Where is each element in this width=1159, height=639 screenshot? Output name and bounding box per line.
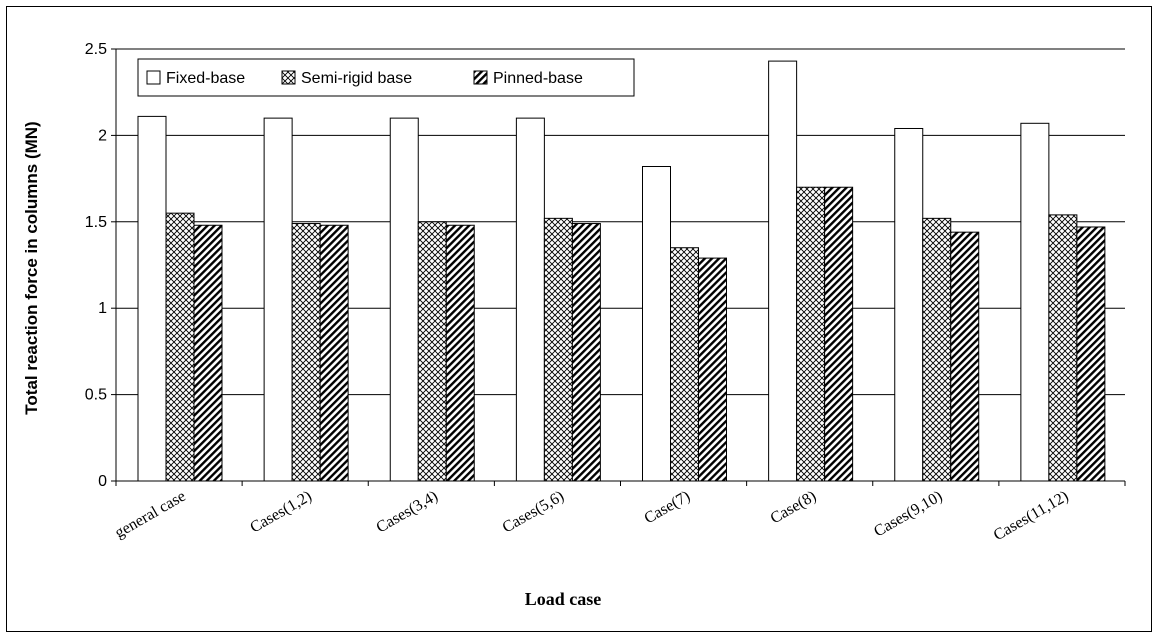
legend: Fixed-base Semi-rigid base Pinned-base: [137, 58, 635, 97]
bar-pinned-base-0: [193, 224, 223, 482]
bar-fixed-base-2: [389, 117, 419, 482]
bar-pinned-base-3: [571, 223, 601, 482]
legend-swatch-pinned-base: [473, 70, 488, 85]
bar-fixed-base-5: [768, 60, 798, 482]
y-tick-label: 2.5: [85, 41, 107, 58]
bar-semi-rigid-base-3: [543, 217, 573, 482]
bar-fixed-base-3: [515, 117, 545, 482]
x-tick-label: Cases(5,6): [500, 488, 567, 537]
legend-box: [137, 58, 635, 97]
bar-semi-rigid-base-1: [291, 223, 321, 482]
y-tick-label: 2: [98, 127, 107, 144]
legend-swatch-fixed-base: [146, 70, 161, 85]
bar-semi-rigid-base-7: [1048, 214, 1078, 482]
bars: [137, 60, 1106, 482]
bar-pinned-base-7: [1076, 226, 1106, 482]
x-tick-label: Case(8): [768, 488, 820, 528]
x-tick-label: general case: [112, 488, 189, 542]
bar-pinned-base-2: [445, 224, 475, 482]
x-axis-label: Load case: [525, 589, 602, 609]
x-tick-label: Cases(3,4): [374, 488, 441, 537]
y-tick-label: 0.5: [85, 387, 107, 404]
bar-fixed-base-0: [137, 115, 167, 482]
bar-pinned-base-6: [950, 231, 980, 482]
x-tick-label: Cases(9,10): [871, 488, 945, 541]
y-tick-labels: 0 0.5 1 1.5 2 2.5: [85, 41, 116, 490]
bar-fixed-base-4: [642, 166, 671, 482]
bar-semi-rigid-base-0: [165, 212, 195, 482]
legend-label-pinned-base: Pinned-base: [493, 70, 583, 87]
legend-label-fixed-base: Fixed-base: [166, 70, 245, 87]
bar-semi-rigid-base-4: [670, 247, 699, 482]
bar-semi-rigid-base-5: [796, 186, 826, 482]
bar-fixed-base-7: [1020, 122, 1050, 482]
x-tick-label: Case(7): [642, 488, 694, 528]
y-tick-label: 1.5: [85, 214, 107, 231]
x-tick-label: Cases(1,2): [247, 488, 314, 537]
y-tick-label: 1: [98, 300, 107, 317]
legend-swatch-semi-rigid-base: [281, 70, 296, 85]
axes: [115, 49, 1126, 486]
bar-fixed-base-6: [894, 127, 924, 482]
y-axis-label: Total reaction force in columns (MN): [22, 121, 41, 414]
bar-fixed-base-1: [263, 117, 293, 482]
bar-pinned-base-5: [824, 186, 854, 482]
y-tick-label: 0: [98, 473, 107, 490]
legend-label-semi-rigid-base: Semi-rigid base: [301, 70, 412, 87]
bar-semi-rigid-base-2: [417, 221, 447, 482]
bar-pinned-base-1: [319, 224, 349, 482]
bar-pinned-base-4: [698, 257, 727, 482]
x-tick-label: Cases(11,12): [991, 488, 1072, 544]
bar-semi-rigid-base-6: [922, 217, 952, 482]
x-tick-labels: general case Cases(1,2) Cases(3,4) Cases(5,…: [112, 488, 1071, 544]
